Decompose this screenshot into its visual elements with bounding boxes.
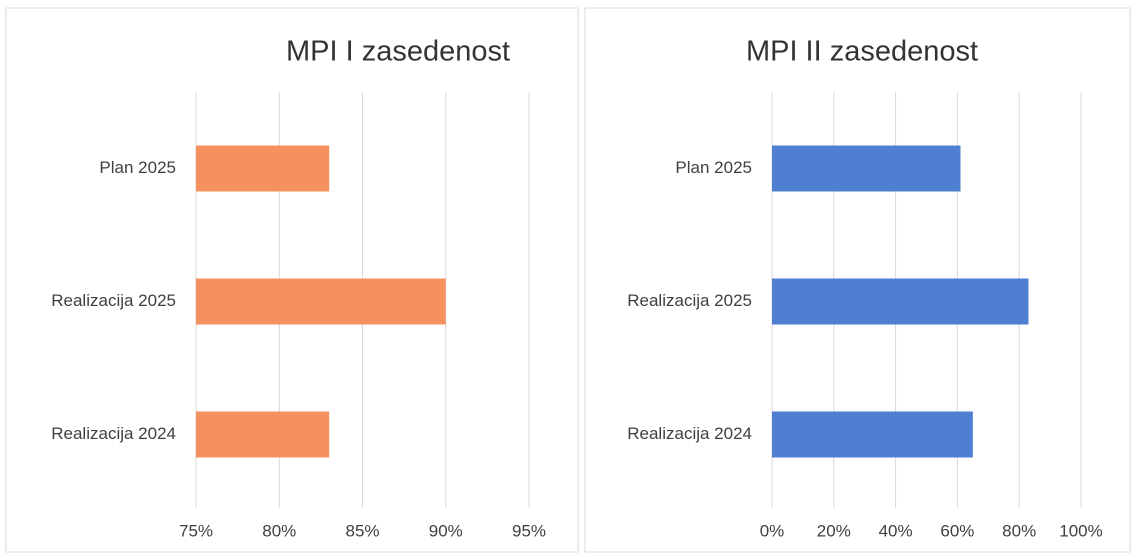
x-tick-label: 40%	[879, 521, 913, 540]
x-tick-label: 100%	[1059, 521, 1102, 540]
x-tick-label: 75%	[179, 521, 213, 540]
bar	[772, 278, 1029, 325]
bar	[196, 278, 446, 325]
x-tick-label: 85%	[345, 521, 379, 540]
x-tick-label: 20%	[817, 521, 851, 540]
bar	[772, 411, 973, 458]
y-tick-label: Plan 2025	[99, 158, 176, 177]
left-panel	[5, 7, 579, 553]
x-tick-label: 90%	[429, 521, 463, 540]
bar	[196, 411, 330, 458]
x-tick-label: 60%	[940, 521, 974, 540]
x-tick-label: 80%	[262, 521, 296, 540]
y-tick-label: Realizacija 2025	[51, 291, 176, 310]
right-panel	[584, 7, 1131, 553]
y-tick-label: Realizacija 2024	[627, 424, 752, 443]
chart-title: MPI II zasedenost	[746, 36, 978, 68]
x-tick-label: 80%	[1002, 521, 1036, 540]
chart-title: MPI I zasedenost	[286, 36, 510, 68]
x-tick-label: 0%	[760, 521, 785, 540]
y-tick-label: Realizacija 2024	[51, 424, 176, 443]
y-tick-label: Plan 2025	[675, 158, 752, 177]
x-tick-label: 95%	[512, 521, 546, 540]
bar	[772, 145, 961, 192]
bar	[196, 145, 330, 192]
y-tick-label: Realizacija 2025	[627, 291, 752, 310]
